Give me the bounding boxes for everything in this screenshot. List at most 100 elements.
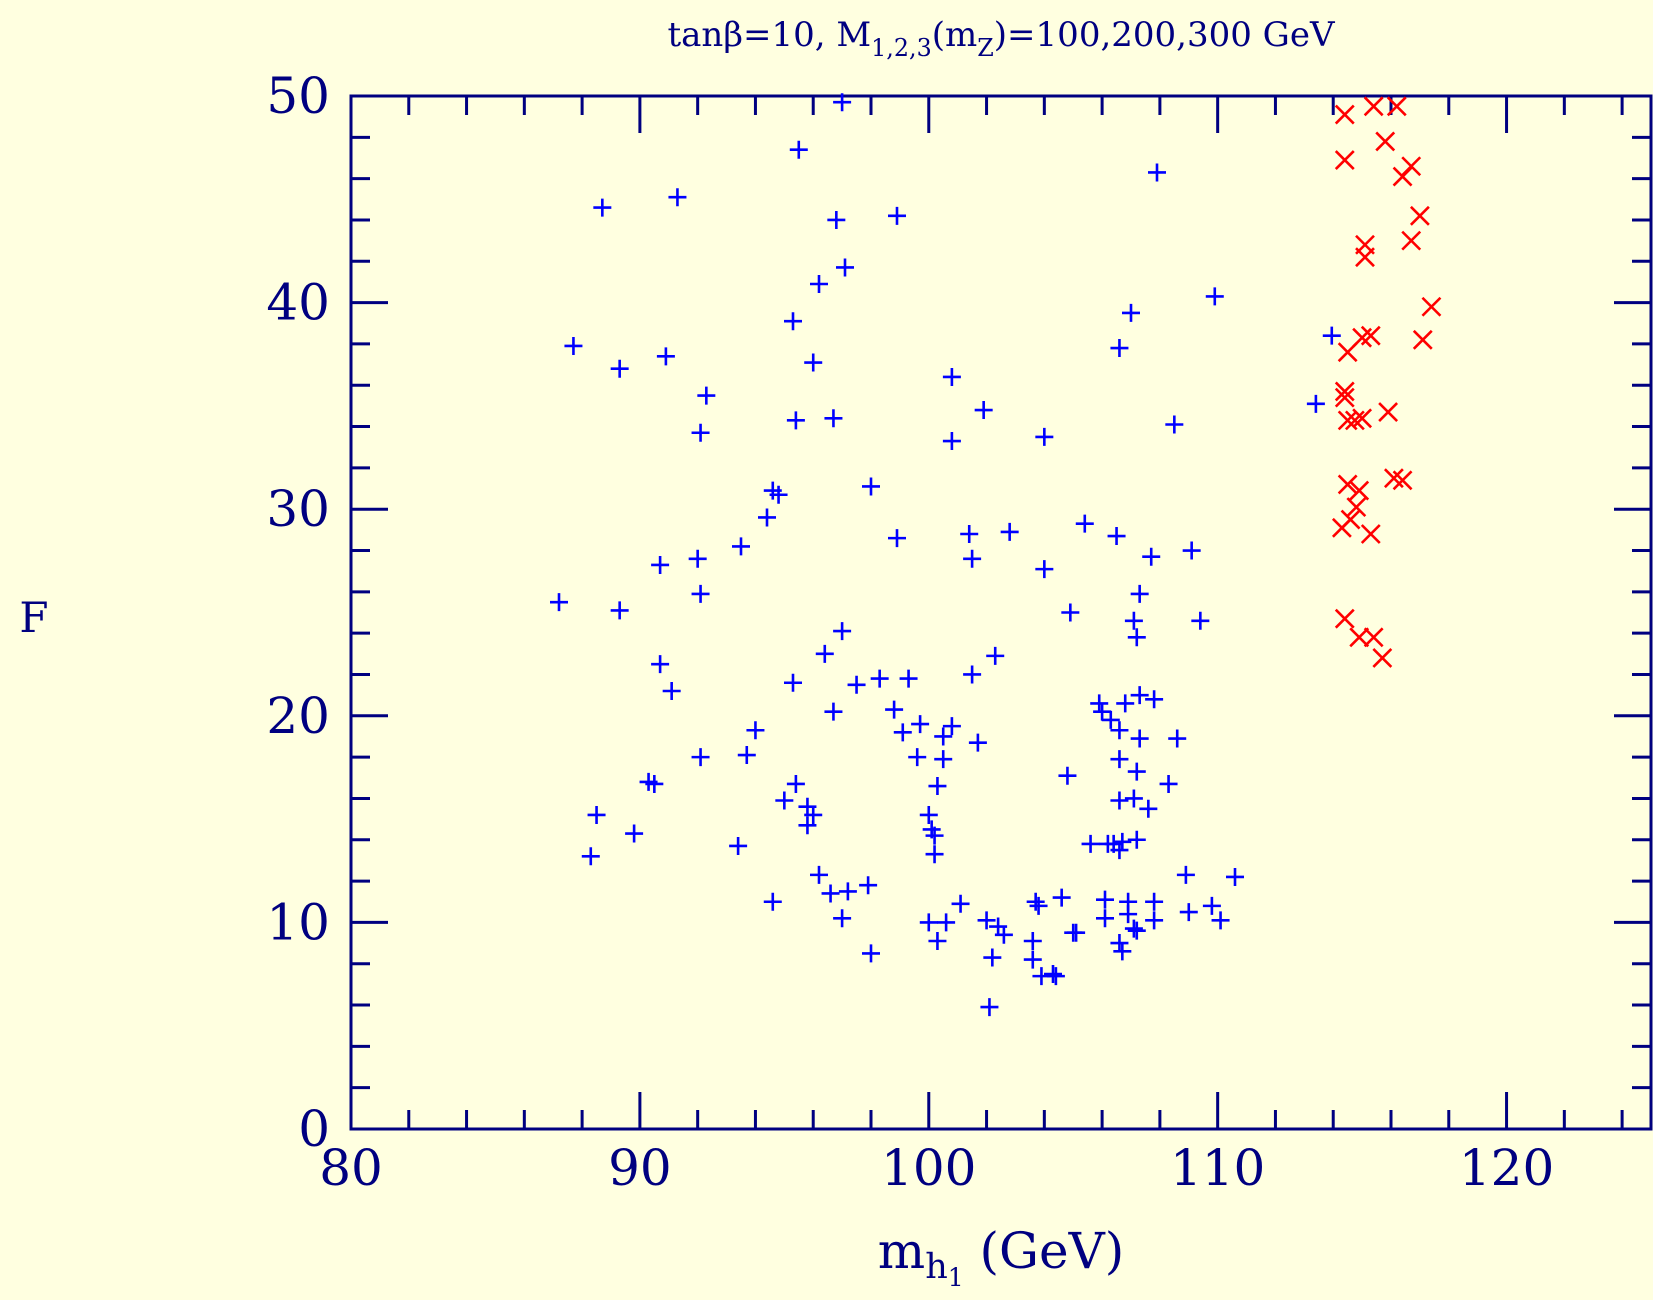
point bbox=[1226, 867, 1244, 886]
x-tick-label: 80 bbox=[319, 1139, 383, 1197]
point bbox=[980, 998, 999, 1017]
point bbox=[1046, 967, 1065, 986]
point bbox=[862, 944, 880, 963]
point bbox=[899, 669, 918, 688]
point bbox=[1026, 892, 1045, 911]
point bbox=[668, 188, 687, 207]
point bbox=[1127, 830, 1146, 849]
point bbox=[691, 423, 710, 442]
point bbox=[691, 748, 710, 767]
point bbox=[1145, 892, 1164, 911]
point bbox=[908, 748, 927, 767]
point bbox=[610, 359, 629, 378]
point bbox=[1107, 527, 1126, 546]
point bbox=[986, 646, 1005, 665]
point bbox=[836, 258, 854, 277]
point bbox=[810, 275, 828, 294]
point bbox=[1179, 903, 1198, 922]
point bbox=[951, 894, 970, 913]
plot-frame bbox=[349, 94, 1653, 1131]
point bbox=[1211, 911, 1230, 930]
point bbox=[1145, 911, 1164, 930]
point bbox=[1392, 470, 1413, 491]
point bbox=[824, 702, 843, 721]
point bbox=[888, 206, 906, 225]
point bbox=[983, 948, 1002, 967]
point bbox=[1101, 710, 1120, 729]
point bbox=[1344, 410, 1365, 431]
point bbox=[1322, 326, 1341, 345]
point bbox=[732, 537, 750, 556]
point bbox=[1035, 427, 1054, 446]
point bbox=[1334, 608, 1355, 629]
point bbox=[746, 721, 765, 740]
point bbox=[1337, 474, 1358, 495]
point bbox=[1363, 627, 1384, 648]
point bbox=[934, 750, 953, 769]
point bbox=[833, 93, 852, 112]
point bbox=[1191, 611, 1210, 630]
point bbox=[1119, 905, 1138, 924]
x-tick-label: 120 bbox=[1459, 1139, 1554, 1197]
point bbox=[1375, 131, 1396, 152]
point bbox=[1176, 865, 1195, 884]
point bbox=[925, 826, 944, 845]
point bbox=[1334, 381, 1355, 402]
point bbox=[1360, 524, 1381, 544]
y-tick-label: 30 bbox=[266, 480, 330, 538]
point bbox=[1122, 303, 1140, 322]
point bbox=[862, 477, 880, 496]
x-tick-label: 90 bbox=[608, 1139, 672, 1197]
point bbox=[960, 524, 979, 543]
x-label-part: 1 bbox=[948, 1263, 964, 1292]
point bbox=[827, 210, 846, 229]
title-part: Z bbox=[977, 34, 994, 62]
point bbox=[824, 409, 843, 428]
point bbox=[784, 673, 802, 692]
point bbox=[838, 882, 857, 901]
point bbox=[833, 909, 852, 928]
title-part: )=100,200,300 GeV bbox=[994, 15, 1336, 55]
point bbox=[968, 733, 987, 752]
point bbox=[1421, 296, 1442, 317]
point bbox=[919, 913, 938, 932]
point bbox=[1159, 774, 1178, 793]
point bbox=[804, 805, 823, 824]
point bbox=[1110, 934, 1129, 953]
point bbox=[1130, 686, 1149, 705]
point bbox=[1409, 205, 1430, 226]
point bbox=[1124, 789, 1143, 808]
point bbox=[1130, 584, 1149, 603]
point bbox=[1124, 611, 1143, 630]
point bbox=[1096, 909, 1114, 928]
point bbox=[928, 777, 947, 796]
point bbox=[1392, 166, 1413, 187]
y-axis-label: F bbox=[19, 593, 48, 642]
point bbox=[1075, 514, 1094, 533]
point bbox=[870, 669, 889, 688]
title-part: 1,2,3 bbox=[871, 34, 932, 62]
point bbox=[645, 774, 664, 793]
point bbox=[1113, 942, 1132, 961]
point bbox=[888, 529, 906, 548]
point bbox=[656, 347, 675, 366]
point bbox=[1093, 702, 1112, 721]
point bbox=[1127, 762, 1146, 781]
y-tick-label: 0 bbox=[298, 1100, 330, 1158]
x-label-part: h bbox=[925, 1247, 948, 1287]
point bbox=[942, 717, 961, 736]
point bbox=[1349, 480, 1370, 501]
point bbox=[1081, 834, 1100, 853]
point bbox=[963, 665, 982, 684]
point bbox=[847, 675, 866, 694]
point bbox=[1182, 541, 1201, 560]
point bbox=[610, 601, 629, 620]
point bbox=[928, 931, 947, 950]
point bbox=[1334, 104, 1355, 125]
point bbox=[1363, 96, 1384, 117]
point bbox=[810, 865, 828, 884]
point bbox=[1110, 721, 1129, 740]
point bbox=[1168, 729, 1187, 748]
point bbox=[1035, 560, 1054, 579]
